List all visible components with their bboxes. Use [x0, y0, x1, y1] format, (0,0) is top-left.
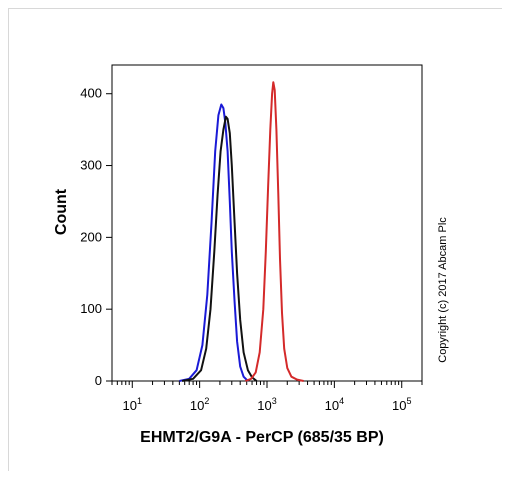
histogram-series-1 — [179, 103, 249, 382]
chart-frame — [8, 8, 502, 471]
y-tick-label: 100 — [80, 301, 102, 316]
x-tick-label: 105 — [392, 396, 411, 413]
x-tick-label: 102 — [190, 396, 209, 413]
y-tick-label: 0 — [95, 373, 102, 388]
x-axis-ticks: 101 102 103 104 105 — [111, 381, 423, 413]
histogram-series-3 — [245, 81, 304, 382]
y-axis-label: Count — [53, 188, 70, 235]
copyright-watermark: Copyright (c) 2017 Abcam Plc — [437, 217, 449, 363]
y-tick-label: 200 — [80, 229, 102, 244]
x-tick-label: 101 — [123, 396, 142, 413]
x-tick-label: 104 — [325, 396, 344, 413]
histogram-series-2 — [181, 115, 258, 382]
y-axis-ticks: 0 100 200 300 400 — [80, 86, 112, 388]
y-tick-label: 300 — [80, 158, 102, 173]
x-tick-label: 103 — [257, 396, 276, 413]
series-layer — [179, 81, 304, 382]
x-axis-label: EHMT2/G9A - PerCP (685/35 BP) — [140, 429, 384, 446]
y-tick-label: 400 — [80, 86, 102, 101]
